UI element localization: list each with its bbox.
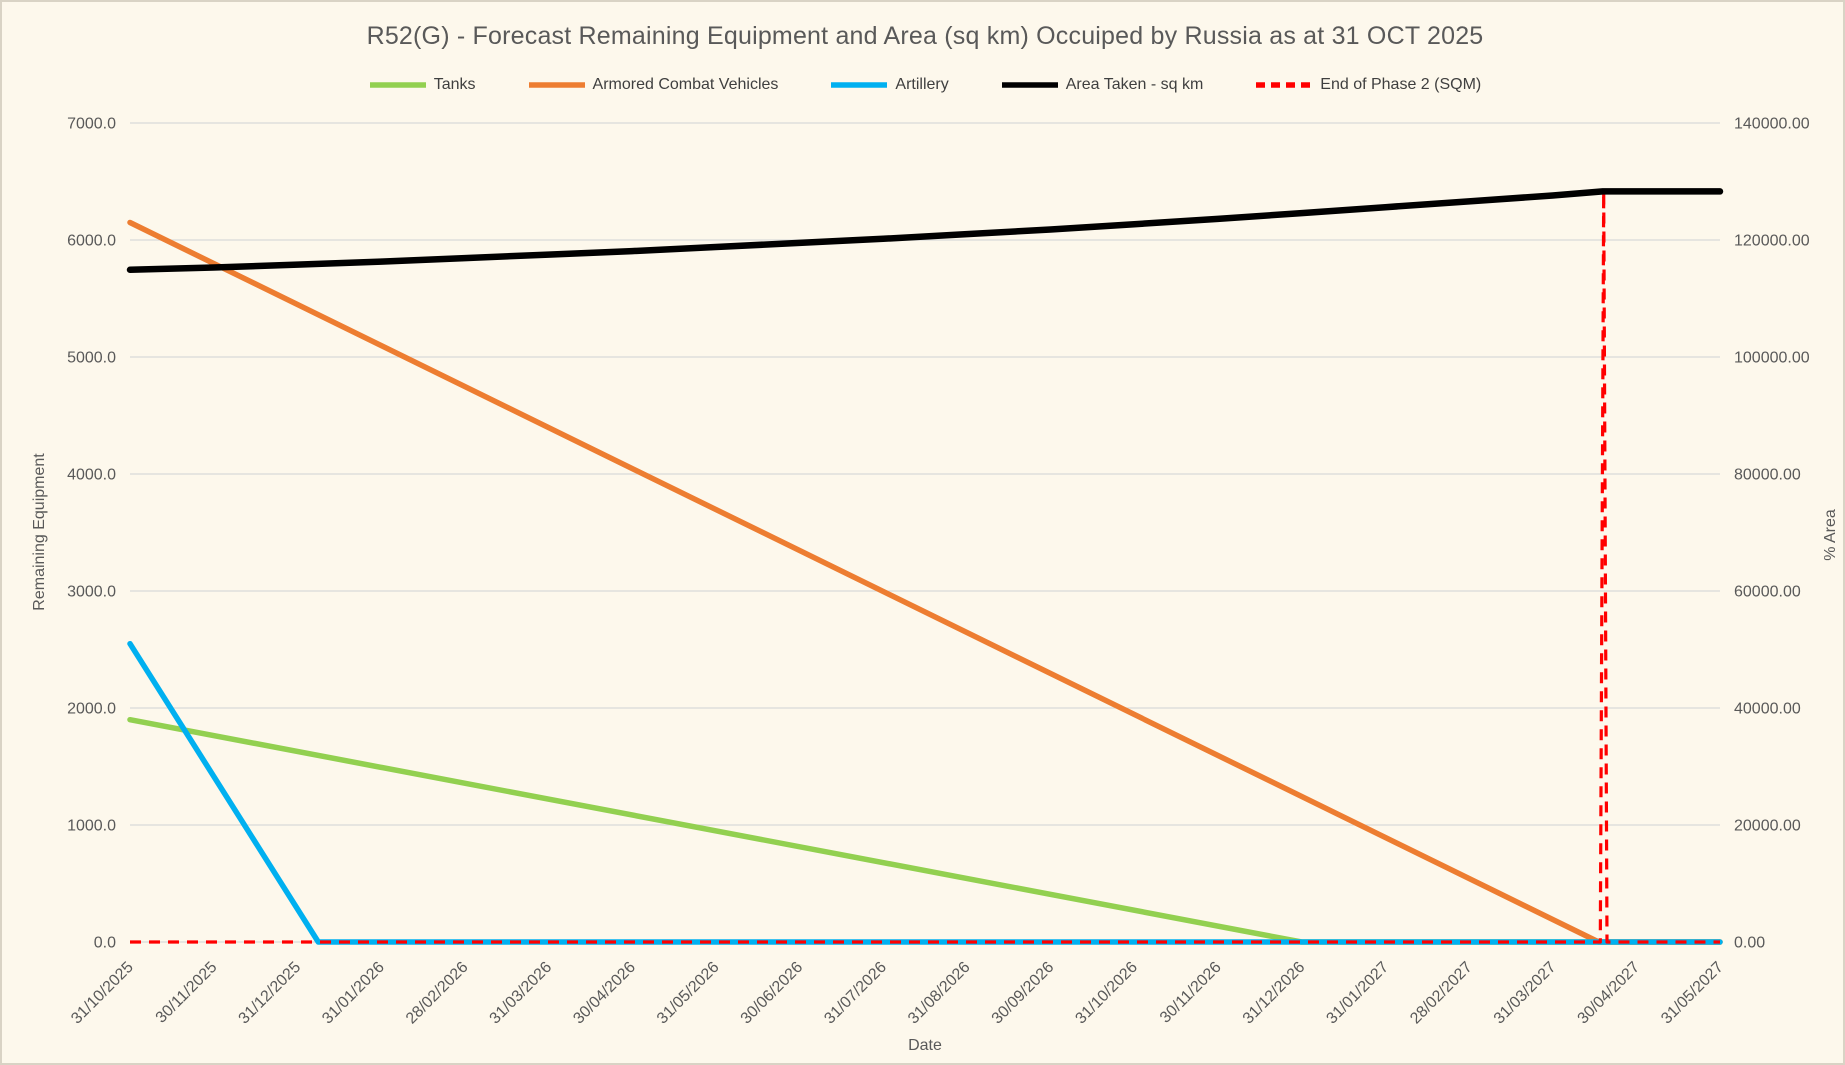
y-axis-title-right: % Area xyxy=(1822,509,1839,561)
y-axis-tick-label-right: 60000.00 xyxy=(1734,584,1801,601)
series-line-tanks[interactable] xyxy=(127,716,1723,945)
y-axis-tick-label-left: 1000.0 xyxy=(67,818,116,835)
y-axis-tick-label-left: 0.0 xyxy=(94,935,116,952)
y-axis-tick-label-left: 2000.0 xyxy=(67,701,116,718)
legend-item-end-of-phase-2-sqm[interactable]: End of Phase 2 (SQM) xyxy=(1255,76,1481,94)
legend-label: Area Taken - sq km xyxy=(1065,76,1204,93)
y-axis-tick-label-right: 40000.00 xyxy=(1734,701,1801,718)
y-axis-tick-label-left: 6000.0 xyxy=(67,233,116,250)
x-axis-tick-label: 30/11/2026 xyxy=(1157,959,1225,1027)
x-axis-title: Date xyxy=(908,1037,942,1054)
x-axis-tick-label: 31/12/2025 xyxy=(236,959,305,1028)
series-line-area-taken-sq-km[interactable] xyxy=(126,188,1724,274)
x-axis-tick-label: 31/03/2027 xyxy=(1491,959,1560,1028)
legend-line-swatch-icon xyxy=(369,82,426,88)
x-axis-tick-label: 30/09/2026 xyxy=(989,959,1058,1028)
x-axis-tick-label: 31/07/2026 xyxy=(821,959,890,1028)
series-line-artillery[interactable] xyxy=(127,640,1723,945)
legend-line-swatch-icon xyxy=(1001,82,1058,88)
y-axis-tick-label-right: 140000.00 xyxy=(1734,116,1810,133)
legend-label: Tanks xyxy=(433,76,476,93)
x-axis-tick-label: 31/01/2026 xyxy=(319,959,388,1028)
legend-label: Artillery xyxy=(895,76,949,93)
legend-label: Armored Combat Vehicles xyxy=(592,76,779,93)
y-axis-tick-label-right: 120000.00 xyxy=(1734,233,1810,250)
y-axis-tick-label-right: 80000.00 xyxy=(1734,467,1801,484)
series-line-end-of-phase-2-sqm[interactable] xyxy=(130,189,1720,944)
x-axis-tick-label: 30/04/2026 xyxy=(570,959,639,1028)
legend-line-swatch-icon xyxy=(831,82,888,88)
legend-label: End of Phase 2 (SQM) xyxy=(1320,76,1482,93)
x-axis-tick-label: 30/04/2027 xyxy=(1574,959,1643,1028)
legend-item-area-taken-sq-km[interactable]: Area Taken - sq km xyxy=(1001,76,1204,94)
y-axis-tick-label-left: 3000.0 xyxy=(67,584,116,601)
x-axis-tick-label: 31/10/2025 xyxy=(68,959,137,1028)
x-axis-tick-label: 31/10/2026 xyxy=(1072,959,1141,1028)
x-axis-tick-label: 31/12/2026 xyxy=(1240,959,1309,1028)
y-axis-tick-label-right: 100000.00 xyxy=(1734,350,1810,367)
legend-line-swatch-icon xyxy=(528,82,585,88)
legend-item-artillery[interactable]: Artillery xyxy=(830,76,949,94)
legend-item-armored-combat-vehicles[interactable]: Armored Combat Vehicles xyxy=(528,76,779,94)
y-axis-title-left: Remaining Equipment xyxy=(31,453,48,611)
x-axis-tick-label: 31/08/2026 xyxy=(905,959,974,1028)
y-axis-tick-label-right: 0.00 xyxy=(1734,935,1765,952)
legend-item-tanks[interactable]: Tanks xyxy=(369,76,476,94)
x-axis-tick-label: 31/03/2026 xyxy=(487,959,556,1028)
x-axis-tick-label: 31/05/2027 xyxy=(1658,959,1727,1028)
y-axis-tick-label-left: 5000.0 xyxy=(67,350,116,367)
legend-line-swatch-icon xyxy=(1256,82,1313,88)
y-axis-tick-label-right: 20000.00 xyxy=(1734,818,1801,835)
x-axis-tick-label: 31/01/2027 xyxy=(1323,959,1392,1028)
x-axis-tick-label: 31/05/2026 xyxy=(654,959,723,1028)
y-axis-tick-label-left: 4000.0 xyxy=(67,467,116,484)
chart-legend: Tanks Armored Combat Vehicles Artillery Are… xyxy=(130,76,1720,94)
x-axis-tick-label: 30/11/2025 xyxy=(153,959,221,1027)
x-axis-tick-label: 30/06/2026 xyxy=(738,959,807,1028)
chart-title: R52(G) - Forecast Remaining Equipment an… xyxy=(366,22,1484,50)
series-line-armored-combat-vehicles[interactable] xyxy=(127,219,1723,945)
y-axis-tick-label-left: 7000.0 xyxy=(67,116,116,133)
x-axis-tick-label: 28/02/2027 xyxy=(1407,959,1476,1028)
x-axis-tick-label: 28/02/2026 xyxy=(403,959,472,1028)
